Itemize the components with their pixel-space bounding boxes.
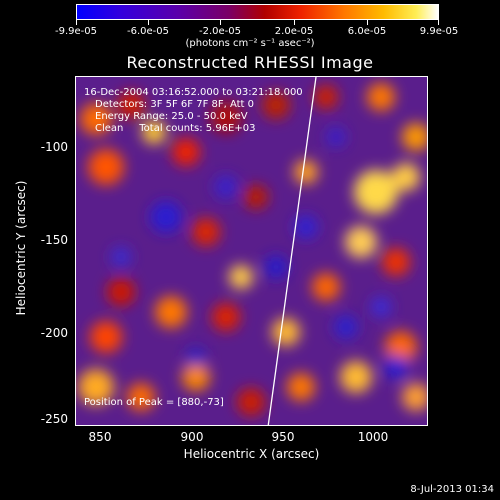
heatmap-blob [334, 315, 358, 339]
heatmap-blob [402, 123, 427, 151]
colorbar-tick [367, 20, 368, 25]
heatmap-blob [287, 373, 315, 401]
x-tick-label: 850 [88, 430, 112, 444]
colorbar-tick-label: 9.9e-05 [419, 26, 459, 37]
heatmap-blob [78, 369, 114, 405]
y-tick-label: -200 [40, 326, 68, 340]
heatmap-blob [326, 127, 346, 147]
colorbar-tick [438, 20, 439, 25]
heatmap-blob [150, 201, 182, 233]
heatmap-blob [80, 103, 112, 135]
heatmap-blob [272, 318, 300, 346]
heatmap-blob [294, 215, 318, 239]
heatmap-blob [385, 331, 417, 363]
info-line: 16-Dec-2004 03:16:52.000 to 03:21:18.000 [84, 87, 303, 98]
peak-position-label: Position of Peak = [880,-73] [84, 397, 224, 408]
colorbar-tick-label: -9.9e-05 [55, 26, 97, 37]
heatmap-blob [384, 355, 408, 379]
colorbar-tick-label: -6.0e-05 [127, 26, 169, 37]
colorbar-tick [76, 20, 77, 25]
heatmap-blob [212, 303, 240, 331]
date-stamp: 8-Jul-2013 01:34 [410, 484, 494, 495]
heatmap-blob [229, 265, 253, 289]
image-plot: 16-Dec-2004 03:16:52.000 to 03:21:18.000… [75, 76, 428, 426]
x-axis-label: Heliocentric X (arcsec) [183, 447, 320, 461]
heatmap-blob [340, 361, 372, 393]
heatmap-blob [367, 83, 395, 111]
y-axis-label: Heliocentric Y (arcsec) [14, 180, 28, 316]
heatmap-blob [117, 91, 145, 119]
heatmap-blob [214, 175, 238, 199]
heatmap-blob [127, 383, 155, 411]
heatmap-blob [111, 247, 131, 267]
x-tick-label: 950 [271, 430, 295, 444]
limb-line [267, 77, 317, 425]
heatmap-blob [192, 218, 220, 246]
heatmap-blob [382, 248, 410, 276]
colorbar-tick-label: 6.0e-05 [347, 26, 387, 37]
heatmap-blob [186, 347, 206, 367]
y-tick-label: -250 [40, 412, 68, 426]
heatmap-blob [244, 185, 268, 209]
colorbar-tick [148, 20, 149, 25]
plot-title: Reconstructed RHESSI Image [126, 53, 374, 72]
x-tick-label: 900 [180, 430, 204, 444]
colorbar-tick-label: 2.0e-05 [274, 26, 314, 37]
x-tick-label: 1000 [357, 430, 389, 444]
colorbar-tick-label: -2.0e-05 [199, 26, 241, 37]
heatmap-blob [142, 120, 166, 144]
heatmap-blob [402, 383, 427, 411]
heatmap-blob [371, 297, 391, 317]
heatmap-blob [155, 296, 187, 328]
heatmap-blob [294, 160, 318, 184]
heatmap-blob [210, 101, 242, 133]
heatmap-blob [392, 163, 420, 191]
heatmap-blob [182, 363, 210, 391]
heatmap-blob [107, 278, 135, 306]
colorbar [76, 4, 439, 20]
heatmap-blob [354, 170, 398, 214]
colorbar-tick [220, 20, 221, 25]
y-tick-label: -100 [40, 140, 68, 154]
colorbar-tick [294, 20, 295, 25]
heatmap-blob [262, 91, 290, 119]
heatmap-blob [237, 388, 265, 416]
info-line: Detectors: 3F 5F 6F 7F 8F, Att 0 [95, 99, 255, 110]
heatmap-blob [90, 321, 122, 353]
heatmap-blob [88, 149, 124, 185]
y-tick-label: -150 [40, 233, 68, 247]
heatmap-blob [264, 255, 288, 279]
colorbar-units: (photons cm⁻² s⁻¹ asec⁻²) [185, 38, 315, 49]
heatmap-canvas [76, 77, 427, 425]
info-line: Clean Total counts: 5.96E+03 [95, 123, 256, 134]
heatmap-blob [172, 138, 200, 166]
info-line: Energy Range: 25.0 - 50.0 keV [95, 111, 248, 122]
heatmap-blob [345, 226, 377, 258]
heatmap-blob [312, 273, 340, 301]
heatmap-blob [314, 85, 338, 109]
